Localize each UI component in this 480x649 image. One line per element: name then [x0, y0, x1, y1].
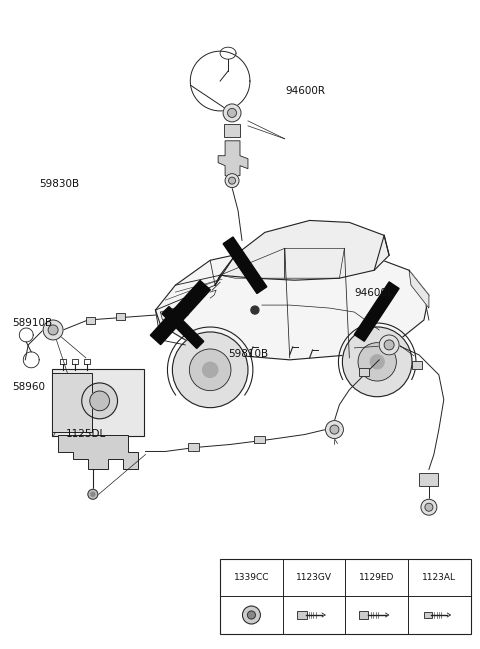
Circle shape — [242, 606, 260, 624]
Circle shape — [251, 306, 259, 314]
Circle shape — [248, 611, 255, 619]
Polygon shape — [58, 435, 138, 469]
Text: 1339CC: 1339CC — [234, 573, 269, 582]
Circle shape — [379, 335, 399, 355]
FancyBboxPatch shape — [411, 361, 422, 369]
FancyBboxPatch shape — [360, 368, 369, 376]
Circle shape — [223, 104, 241, 122]
Polygon shape — [156, 249, 429, 360]
Text: 1129ED: 1129ED — [359, 573, 395, 582]
FancyBboxPatch shape — [116, 313, 125, 319]
Polygon shape — [150, 280, 210, 345]
FancyBboxPatch shape — [297, 611, 307, 619]
Polygon shape — [409, 270, 429, 308]
Circle shape — [48, 325, 58, 335]
Circle shape — [425, 503, 433, 511]
Text: 94600R: 94600R — [285, 86, 325, 95]
Polygon shape — [223, 237, 267, 293]
Circle shape — [172, 332, 248, 408]
Circle shape — [342, 327, 412, 397]
Circle shape — [225, 174, 239, 188]
Text: 1125DL: 1125DL — [66, 430, 106, 439]
Text: 94600L: 94600L — [355, 289, 393, 299]
Polygon shape — [218, 141, 248, 176]
FancyBboxPatch shape — [424, 611, 432, 618]
Text: 59810B: 59810B — [228, 349, 268, 359]
FancyBboxPatch shape — [224, 125, 240, 138]
Text: 59830B: 59830B — [39, 178, 80, 189]
Text: 1123AL: 1123AL — [422, 573, 456, 582]
Circle shape — [358, 343, 396, 381]
Circle shape — [228, 108, 237, 117]
FancyBboxPatch shape — [52, 373, 92, 432]
Polygon shape — [160, 305, 188, 320]
Text: 1123GV: 1123GV — [296, 573, 332, 582]
Polygon shape — [215, 221, 389, 285]
Circle shape — [421, 499, 437, 515]
Polygon shape — [162, 306, 204, 349]
Circle shape — [330, 425, 339, 434]
FancyBboxPatch shape — [254, 435, 265, 443]
FancyBboxPatch shape — [188, 443, 199, 452]
FancyBboxPatch shape — [52, 369, 144, 435]
Circle shape — [384, 340, 394, 350]
FancyBboxPatch shape — [86, 317, 96, 323]
Circle shape — [370, 355, 384, 369]
FancyBboxPatch shape — [420, 473, 438, 486]
FancyBboxPatch shape — [220, 559, 471, 633]
Circle shape — [190, 349, 231, 391]
Circle shape — [228, 177, 236, 184]
Circle shape — [203, 362, 218, 377]
Circle shape — [88, 489, 98, 499]
Polygon shape — [354, 282, 399, 341]
FancyBboxPatch shape — [360, 611, 368, 619]
Circle shape — [43, 320, 63, 340]
Circle shape — [82, 383, 118, 419]
Circle shape — [90, 391, 109, 411]
Text: 58960: 58960 — [12, 382, 45, 391]
Circle shape — [91, 493, 95, 496]
Text: 58910B: 58910B — [12, 317, 52, 328]
Circle shape — [325, 421, 343, 439]
